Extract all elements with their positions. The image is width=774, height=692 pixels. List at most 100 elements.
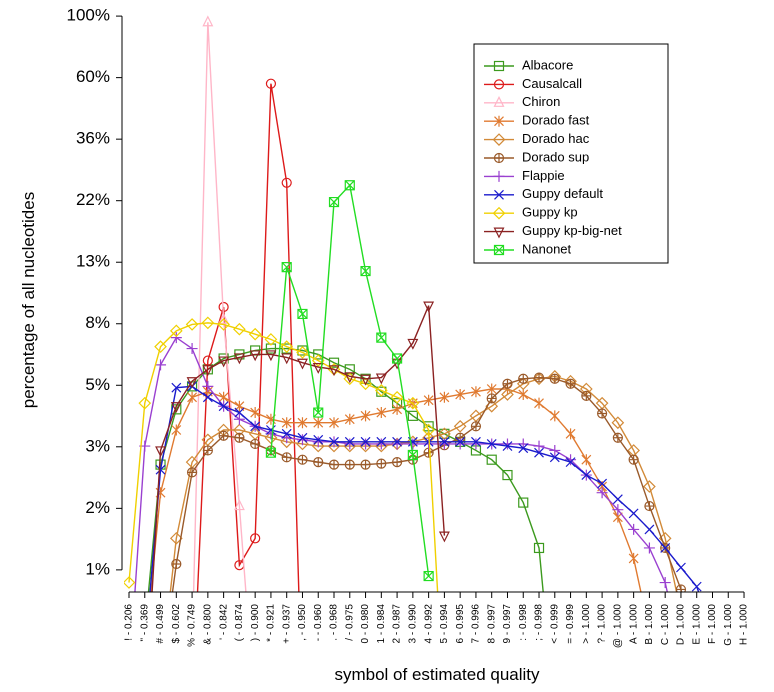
data-point	[533, 542, 545, 554]
data-point	[565, 428, 576, 440]
data-point	[297, 432, 308, 443]
data-point	[438, 531, 450, 543]
data-point	[360, 265, 371, 277]
x-tick-label: 8 - 0.997	[486, 604, 497, 644]
data-point	[628, 508, 639, 519]
data-point	[644, 524, 655, 535]
legend-label: Chiron	[522, 94, 560, 109]
x-tick-label: ) - 0.900	[250, 604, 261, 642]
legend-label: Guppy kp	[522, 205, 578, 220]
data-point	[171, 424, 182, 436]
data-point	[376, 436, 387, 447]
data-point	[218, 401, 229, 412]
data-point	[439, 428, 450, 439]
data-point	[170, 402, 182, 414]
data-point	[549, 444, 561, 456]
data-point	[218, 356, 230, 368]
x-tick-label: B - 1.000	[644, 604, 655, 645]
data-point	[218, 312, 230, 324]
y-tick-label: 13%	[76, 252, 110, 271]
data-point	[692, 649, 701, 658]
x-tick-label: G - 1.000	[723, 604, 734, 646]
data-point	[281, 452, 292, 463]
x-tick-label: % - 0.749	[187, 604, 198, 647]
x-tick-label: 2 - 0.987	[392, 604, 403, 644]
data-point	[156, 676, 165, 685]
data-point	[392, 403, 403, 415]
data-point	[533, 440, 545, 452]
data-point	[296, 434, 308, 446]
data-point	[155, 675, 166, 686]
data-point	[675, 648, 686, 659]
data-point	[328, 365, 340, 377]
data-point	[328, 459, 340, 470]
data-point	[501, 438, 513, 450]
data-point	[202, 15, 214, 27]
data-point	[281, 262, 292, 273]
legend-label: Dorado sup	[522, 149, 589, 164]
data-point	[438, 438, 450, 450]
legend-marker	[493, 244, 505, 256]
data-point	[280, 340, 294, 354]
data-point	[265, 350, 277, 362]
x-tick-label: 5 - 0.994	[439, 604, 450, 644]
data-point	[233, 322, 246, 336]
legend-label: Guppy kp-big-net	[522, 223, 622, 238]
data-point	[264, 431, 278, 445]
data-point	[502, 441, 513, 451]
data-point	[611, 416, 625, 430]
data-point	[313, 417, 324, 429]
data-point	[597, 478, 608, 489]
data-point	[202, 392, 213, 403]
x-tick-label: D - 1.000	[676, 604, 687, 646]
data-point	[250, 533, 261, 544]
data-point	[374, 384, 388, 397]
data-point	[155, 464, 166, 475]
y-tick-label: 8%	[85, 313, 110, 332]
x-tick-label: 4 - 0.992	[423, 604, 434, 644]
data-point	[407, 438, 419, 450]
legend-label: Causalcall	[522, 76, 582, 91]
data-point	[612, 504, 624, 516]
data-point	[327, 439, 341, 453]
data-point	[471, 436, 481, 447]
series-line	[151, 305, 446, 592]
legend-label: Guppy default	[522, 186, 603, 201]
data-point	[281, 428, 292, 439]
data-point	[391, 353, 403, 364]
data-point	[218, 430, 229, 441]
data-point	[518, 497, 529, 508]
data-point	[249, 350, 261, 362]
data-point	[360, 374, 372, 386]
data-point	[439, 436, 450, 447]
data-point	[612, 432, 623, 443]
series-line	[128, 322, 439, 592]
data-point	[391, 457, 403, 468]
data-point	[676, 562, 686, 573]
data-point	[281, 353, 293, 365]
data-point	[502, 378, 513, 389]
y-tick-label: 22%	[76, 190, 110, 209]
data-point	[171, 558, 182, 570]
data-point	[218, 353, 229, 364]
x-tick-label: 3 - 0.990	[408, 604, 419, 644]
data-point	[501, 388, 514, 401]
data-point	[297, 454, 308, 465]
data-point	[502, 469, 513, 481]
data-point	[124, 675, 135, 686]
data-point	[391, 438, 403, 450]
y-tick-label: 3%	[85, 436, 110, 455]
data-point	[659, 577, 671, 589]
legend-label: Flappie	[522, 168, 565, 183]
data-point	[643, 480, 656, 493]
data-point	[470, 421, 482, 432]
data-point	[518, 443, 529, 454]
legend-marker	[494, 189, 504, 200]
data-point	[234, 432, 245, 443]
data-point	[644, 500, 655, 512]
data-point	[169, 531, 183, 545]
data-point	[486, 454, 497, 465]
data-point	[185, 318, 199, 331]
x-tick-label: ? - 1.000	[597, 604, 608, 644]
data-point	[360, 410, 371, 422]
